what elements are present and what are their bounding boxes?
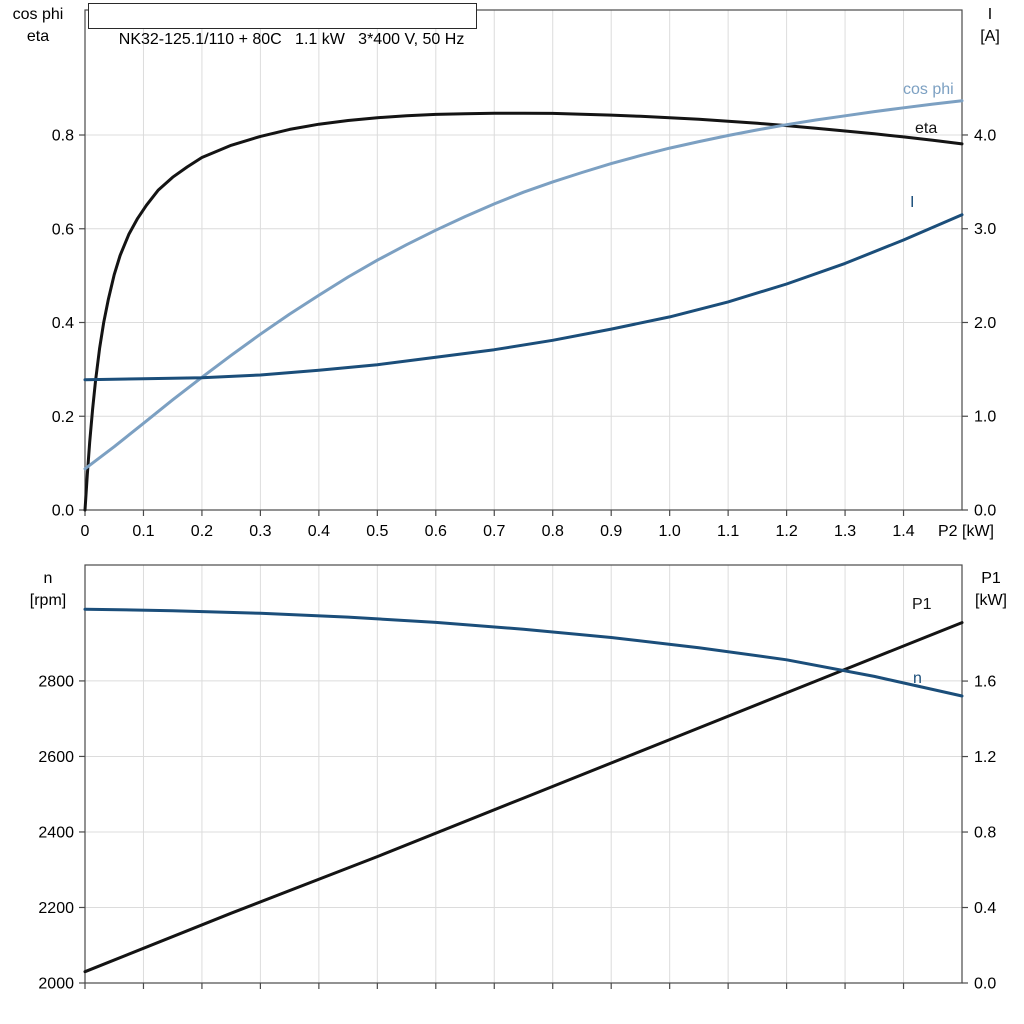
series-label-I: I [910, 194, 914, 211]
series-label-n: n [913, 670, 922, 687]
x-tick-label: 1.0 [659, 523, 681, 540]
left-axis-ticks: 0.0 0.2 0.4 0.6 0.8 [52, 128, 85, 520]
right-tick-label: 2.0 [974, 315, 996, 332]
left-tick-label: 2000 [38, 976, 74, 993]
x-axis-unit-label: P2 [kW] [938, 523, 994, 540]
right-tick-label: 0.8 [974, 825, 996, 842]
grid [85, 10, 962, 510]
x-tick-label: 0.1 [132, 523, 154, 540]
chart-1: 2000 2200 2400 2600 2800 0.0 0.4 0.8 1.2 1.6 P1 n [38, 564, 996, 993]
chart-title: NK32-125.1/110 + 80C 1.1 kW 3*400 V, 50 … [118, 31, 465, 48]
bottom-right-axis-title: P1 [kW] [964, 568, 1018, 612]
series-P1 [83, 621, 964, 974]
right-tick-label: 3.0 [974, 221, 996, 238]
right-tick-label: 1.6 [974, 674, 996, 691]
right-axis-ticks: 0.0 0.4 0.8 1.2 1.6 [962, 674, 996, 993]
bottom-right-axis-title-line1: P1 [981, 570, 1001, 587]
bottom-left-axis-title-line1: n [43, 570, 53, 587]
left-tick-label: 0.4 [52, 315, 74, 332]
left-tick-label: 0.6 [52, 221, 74, 238]
x-tick-label: 1.3 [834, 523, 856, 540]
bottom-left-axis-title: n [rpm] [16, 568, 80, 612]
left-tick-label: 2800 [38, 673, 74, 690]
series-eta [83, 111, 964, 512]
x-tick-label: 0.9 [600, 523, 622, 540]
x-tick-label: 0.6 [425, 523, 447, 540]
top-right-axis-title-line1: I [987, 6, 993, 23]
left-tick-label: 0.2 [52, 409, 74, 426]
right-tick-label: 0.0 [974, 976, 996, 993]
chart-0: 0.0 0.2 0.4 0.6 0.8 0.0 1.0 2.0 3.0 4.0 0 0.1 0.2 0.3… [52, 9, 996, 540]
x-tick-label: 1.1 [717, 523, 739, 540]
series-n [83, 607, 964, 698]
plot-frame [84, 564, 963, 984]
top-right-axis-title: I [A] [964, 4, 1016, 48]
top-left-axis-title-line2: eta [26, 28, 50, 45]
top-left-axis-title: cos phi eta [4, 4, 72, 48]
series-label-cos-phi: cos phi [903, 81, 954, 98]
chart-title-box: NK32-125.1/110 + 80C 1.1 kW 3*400 V, 50 … [88, 3, 478, 48]
right-tick-label: 4.0 [974, 127, 996, 144]
top-right-axis-title-line2: [A] [980, 28, 1000, 45]
series-label-eta: eta [915, 120, 937, 137]
series-I [83, 213, 964, 382]
plot-frame [84, 9, 963, 511]
x-tick-label: 0.3 [249, 523, 271, 540]
left-tick-label: 2600 [38, 749, 74, 766]
x-axis-ticks [84, 983, 905, 989]
right-tick-label: 1.0 [974, 409, 996, 426]
x-tick-label: 0.8 [542, 523, 564, 540]
x-tick-label: 0.4 [308, 523, 330, 540]
series-label-P1: P1 [912, 596, 932, 613]
x-tick-label: 0.2 [191, 523, 213, 540]
left-tick-label: 0.8 [52, 128, 74, 145]
x-tick-label: 1.2 [775, 523, 797, 540]
x-tick-label: 0.5 [366, 523, 388, 540]
grid [85, 565, 962, 983]
x-axis-ticks: 0 0.1 0.2 0.3 0.4 0.5 0.6 0.7 0.8 0.9 1.0 1.1 1.2 1.3… [81, 510, 994, 540]
bottom-right-axis-title-line2: [kW] [975, 592, 1007, 609]
right-tick-label: 0.4 [974, 900, 996, 917]
right-tick-label: 0.0 [974, 503, 996, 520]
top-left-axis-title-line1: cos phi [12, 6, 64, 23]
right-tick-label: 1.2 [974, 749, 996, 766]
left-tick-label: 2200 [38, 900, 74, 917]
x-tick-label: 0 [81, 523, 90, 540]
right-axis-ticks: 0.0 1.0 2.0 3.0 4.0 [962, 127, 996, 520]
bottom-left-axis-title-line2: [rpm] [29, 592, 67, 609]
left-axis-ticks: 2000 2200 2400 2600 2800 [38, 673, 85, 993]
left-tick-label: 0.0 [52, 503, 74, 520]
series-cos-phi [83, 99, 964, 471]
x-tick-label: 1.4 [892, 523, 914, 540]
x-tick-label: 0.7 [483, 523, 505, 540]
left-tick-label: 2400 [38, 824, 74, 841]
